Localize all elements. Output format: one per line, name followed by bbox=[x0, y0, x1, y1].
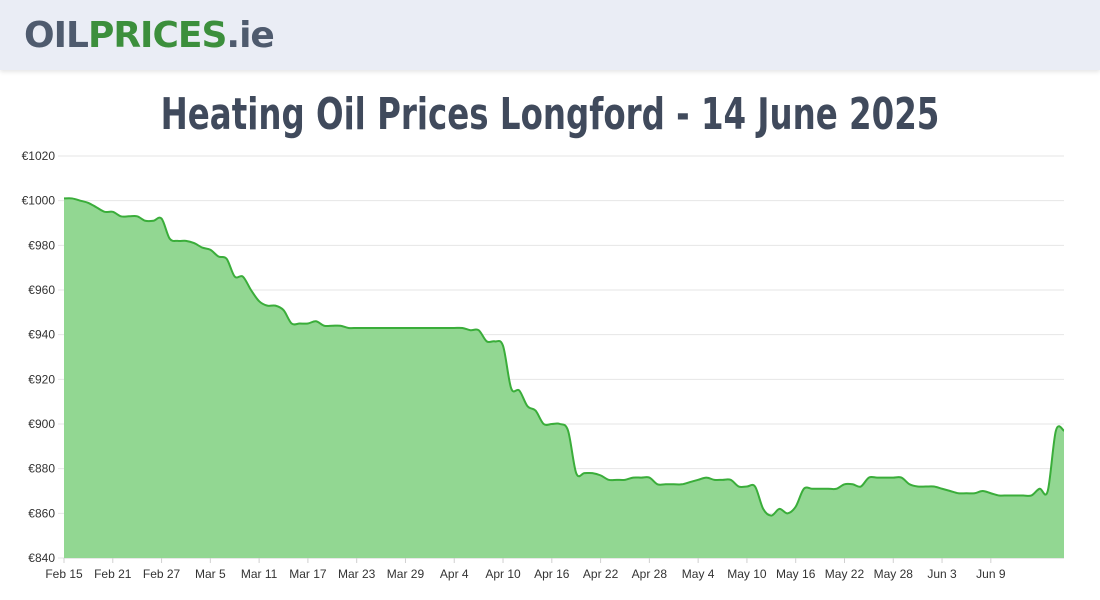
x-tick-label: May 4 bbox=[682, 567, 715, 581]
page-title: Heating Oil Prices Longford - 14 June 20… bbox=[160, 89, 940, 140]
y-tick-label: €980 bbox=[28, 238, 55, 252]
x-tick-label: Apr 4 bbox=[440, 567, 469, 581]
x-tick-label: Feb 15 bbox=[45, 567, 83, 581]
x-tick-label: May 16 bbox=[776, 567, 816, 581]
x-axis: Feb 15 Feb 21 Feb 27 Mar 5 Mar 11 Mar 17 Mar 2… bbox=[45, 557, 1064, 581]
x-tick-label: Jun 9 bbox=[976, 567, 1006, 581]
site-header: OILPRICES.ie bbox=[0, 0, 1100, 70]
chart-series bbox=[63, 197, 1065, 559]
y-tick-label: €1000 bbox=[22, 194, 56, 208]
x-tick-label: May 22 bbox=[825, 567, 865, 581]
x-tick-label: Mar 29 bbox=[387, 567, 425, 581]
x-tick-label: Feb 27 bbox=[143, 567, 181, 581]
x-tick-label: Mar 5 bbox=[195, 567, 226, 581]
logo-oil-text: OIL bbox=[24, 15, 89, 56]
x-tick-label: May 28 bbox=[874, 567, 914, 581]
x-tick-label: Feb 21 bbox=[94, 567, 132, 581]
y-tick-label: €920 bbox=[28, 372, 55, 386]
x-tick-label: Apr 16 bbox=[534, 567, 570, 581]
x-tick-label: Apr 10 bbox=[485, 567, 521, 581]
x-tick-label: Apr 22 bbox=[583, 567, 619, 581]
y-tick-label: €880 bbox=[28, 462, 55, 476]
logo-domain-text: .ie bbox=[226, 15, 274, 56]
y-tick-label: €900 bbox=[28, 417, 55, 431]
y-tick-label: €840 bbox=[28, 551, 55, 565]
y-tick-label: €940 bbox=[28, 328, 55, 342]
site-logo[interactable]: OILPRICES.ie bbox=[24, 14, 275, 58]
y-tick-label: €1020 bbox=[22, 149, 56, 163]
price-area bbox=[64, 198, 1064, 559]
x-tick-label: Mar 17 bbox=[289, 567, 327, 581]
y-axis: €840 €860 €880 €900 €920 €940 €960 €980 €1000 €10… bbox=[22, 149, 56, 565]
logo-prices-text: PRICES bbox=[87, 15, 227, 56]
x-tick-label: Jun 3 bbox=[927, 567, 957, 581]
y-tick-label: €960 bbox=[28, 283, 55, 297]
x-tick-label: Mar 11 bbox=[241, 567, 278, 581]
y-tick-label: €860 bbox=[28, 506, 55, 520]
x-tick-label: Apr 28 bbox=[632, 567, 668, 581]
price-line bbox=[63, 197, 1065, 517]
x-tick-label: May 10 bbox=[727, 567, 767, 581]
x-tick-label: Mar 23 bbox=[338, 567, 376, 581]
